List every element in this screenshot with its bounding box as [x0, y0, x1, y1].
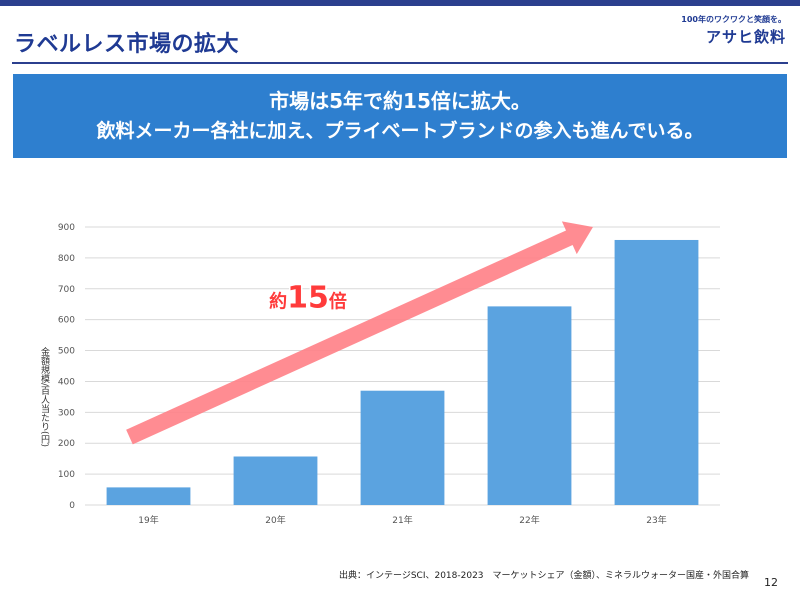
x-tick-label: 23年	[646, 514, 666, 526]
x-tick-label: 21年	[392, 514, 412, 526]
y-tick-label: 400	[58, 377, 75, 387]
x-tick-label: 22年	[519, 514, 539, 526]
market-size-bar-chart: 0 100 200 300 400 500 600 700 800 900 19年 20年 21年 22年…	[58, 221, 720, 526]
bar	[360, 390, 445, 505]
logo-tagline: 100年のワクワクと笑顔を。	[681, 15, 786, 24]
x-tick-label: 20年	[265, 514, 285, 526]
company-logo: 100年のワクワクと笑顔を。 アサヒ飲料	[681, 14, 786, 47]
y-tick-label: 300	[58, 408, 75, 418]
y-tick-label: 100	[58, 470, 75, 480]
y-axis-label: 金額規模/百人当たり(円)	[39, 347, 49, 448]
title-divider	[12, 62, 788, 64]
headline-banner: 市場は5年で約15倍に拡大。 飲料メーカー各社に加え、プライベートブランドの参入…	[13, 74, 787, 158]
bar	[487, 306, 572, 505]
bar	[106, 487, 191, 505]
y-tick-label: 500	[58, 347, 75, 357]
y-tick-label: 0	[69, 501, 75, 511]
source-note: 出典：インテージSCI、2018-2023 マーケットシェア（金額）、ミネラルウ…	[339, 571, 750, 581]
y-tick-label: 600	[58, 316, 75, 326]
banner-line-2: 飲料メーカー各社に加え、プライベートブランドの参入も進んでいる。	[96, 120, 704, 142]
top-stripe	[0, 0, 800, 6]
growth-annotation: 約15倍	[269, 280, 347, 315]
logo-brand: アサヒ飲料	[705, 28, 786, 46]
y-tick-label: 900	[58, 223, 75, 233]
banner-line-1: 市場は5年で約15倍に拡大。	[269, 89, 531, 113]
page-number: 12	[764, 576, 778, 589]
growth-arrow	[126, 221, 593, 445]
bar	[233, 456, 318, 505]
y-tick-label: 200	[58, 439, 75, 449]
x-tick-label: 19年	[138, 514, 158, 526]
bar	[614, 239, 699, 505]
page-title: ラベルレス市場の拡大	[14, 32, 240, 57]
y-tick-label: 800	[58, 254, 75, 264]
y-tick-label: 700	[58, 285, 75, 295]
